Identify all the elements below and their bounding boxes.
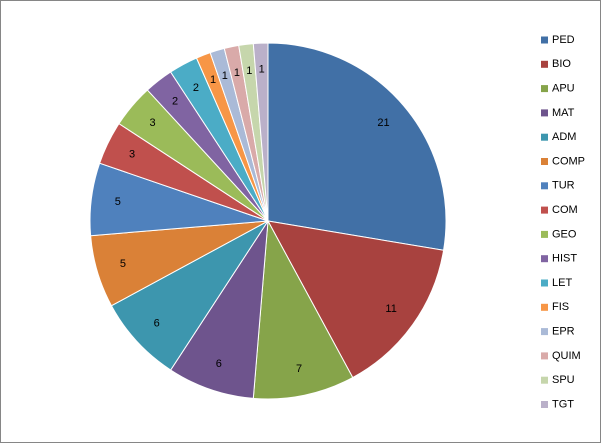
legend-swatch xyxy=(541,401,548,408)
legend-label: APU xyxy=(552,83,575,95)
legend-swatch xyxy=(541,206,548,214)
legend-swatch xyxy=(541,328,548,336)
pie-slice xyxy=(252,219,354,400)
legend-label: QUIM xyxy=(552,350,581,362)
legend-swatch xyxy=(541,85,548,93)
legend-label: PED xyxy=(552,34,575,46)
legend-swatch xyxy=(541,352,548,360)
legend-swatch xyxy=(541,36,548,44)
data-label: 5 xyxy=(115,196,121,208)
pie-slice xyxy=(267,220,445,379)
legend-swatch xyxy=(541,133,548,141)
data-label: 2 xyxy=(172,96,178,108)
data-label: 1 xyxy=(234,67,240,79)
legend-swatch xyxy=(541,376,548,384)
legend-label: HIST xyxy=(552,253,577,265)
pie-slice xyxy=(252,42,269,222)
data-label: 11 xyxy=(385,303,396,315)
legend-label: COM xyxy=(552,204,578,216)
legend-label: FIS xyxy=(552,301,569,313)
data-label: 1 xyxy=(222,70,228,82)
data-label: 6 xyxy=(216,358,222,370)
legend-label: LET xyxy=(552,277,572,289)
legend-swatch xyxy=(541,255,548,263)
data-label: 3 xyxy=(129,148,135,160)
legend-swatch xyxy=(541,109,548,117)
legend-label: SPU xyxy=(552,374,575,386)
legend-label: BIO xyxy=(552,58,571,70)
legend-swatch xyxy=(541,182,548,190)
data-label: 5 xyxy=(120,258,126,270)
legend-swatch xyxy=(541,60,548,68)
data-label: 1 xyxy=(246,65,252,77)
legend-label: ADM xyxy=(552,131,576,143)
legend-swatch xyxy=(541,303,548,311)
legend-label: GEO xyxy=(552,228,577,240)
legend-swatch xyxy=(541,158,548,165)
legend-swatch xyxy=(541,230,548,238)
legend-label: TGT xyxy=(552,398,574,410)
legend-label: COMP xyxy=(552,155,585,167)
data-label: 2 xyxy=(193,82,199,94)
legend-label: EPR xyxy=(552,326,575,338)
data-label: 6 xyxy=(154,317,160,329)
legend-swatch xyxy=(541,279,548,287)
data-label: 1 xyxy=(210,74,216,86)
data-label: 7 xyxy=(296,363,302,375)
legend-label: TUR xyxy=(552,180,575,192)
pie-slice xyxy=(267,42,447,251)
data-label: 1 xyxy=(259,64,265,76)
data-label: 3 xyxy=(149,117,155,129)
data-label: 21 xyxy=(377,117,389,129)
legend-label: MAT xyxy=(552,107,575,119)
